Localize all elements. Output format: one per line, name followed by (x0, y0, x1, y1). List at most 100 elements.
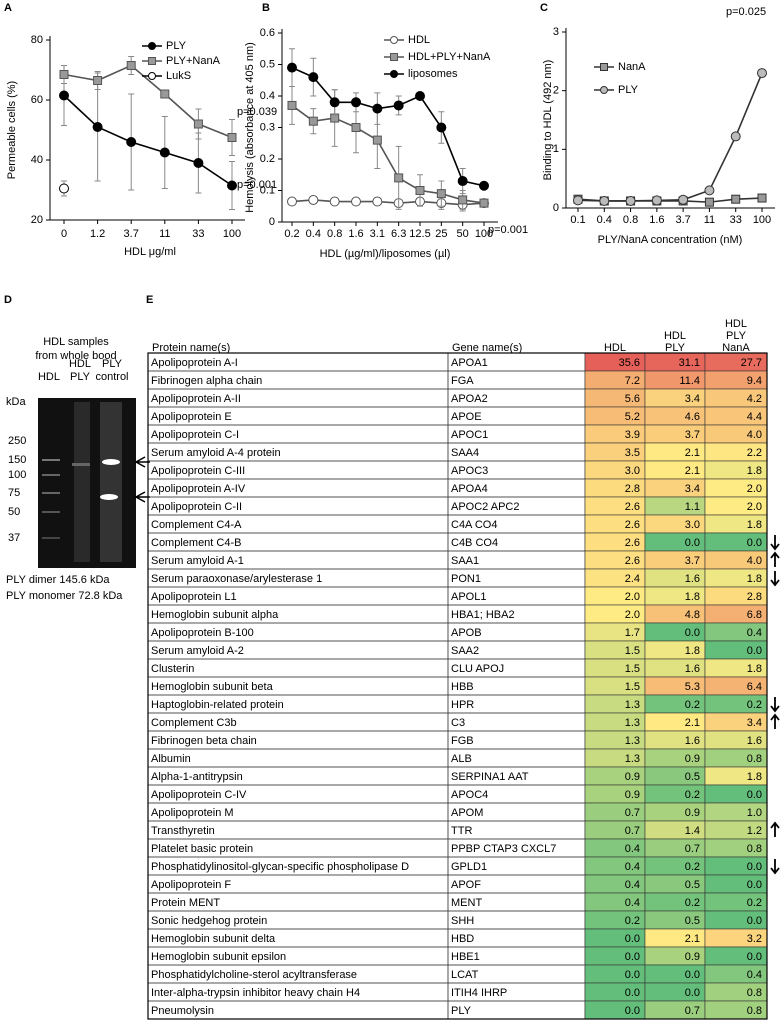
y-axis-label: Hemolysis (absorbance at 405 nm) (244, 42, 256, 213)
marker (394, 173, 404, 183)
cell-value: 4.6 (685, 411, 700, 423)
cell-value: 5.3 (685, 681, 700, 693)
cell-value: 0.0 (747, 951, 762, 963)
lane-label: PLY (102, 358, 123, 370)
x-tick-label: 0.8 (327, 228, 342, 240)
gel-band (42, 474, 60, 476)
cell-value: 0.0 (625, 987, 640, 999)
y-tick-label: 60 (31, 94, 43, 106)
x-tick-label: 50 (457, 228, 469, 240)
cell-value: 1.6 (685, 663, 700, 675)
cell-text: GPLD1 (451, 861, 487, 873)
cell-value: 4.2 (747, 393, 762, 405)
x-tick-label: 12.5 (409, 228, 430, 240)
cell-value: 3.5 (625, 447, 640, 459)
cell-value: 4.8 (685, 609, 700, 621)
cell-text: Serum amyloid A-2 (151, 645, 244, 657)
marker (600, 86, 608, 94)
cell-text: Fibrinogen alpha chain (151, 375, 262, 387)
cell-value: 1.6 (685, 573, 700, 585)
cell-value: 4.0 (747, 555, 762, 567)
cell-value: 1.8 (685, 591, 700, 603)
cell-text: TTR (451, 825, 472, 837)
cell-value: 0.5 (685, 915, 700, 927)
cell-value: 1.8 (747, 465, 762, 477)
cell-text: Complement C4-A (151, 519, 242, 531)
annotation: p=0.025 (726, 6, 766, 18)
cell-text: Complement C4-B (151, 537, 241, 549)
marker (436, 189, 446, 199)
x-tick-label: 0.4 (597, 214, 612, 226)
annotation: p=0.001 (488, 224, 528, 236)
cell-text: APOA2 (451, 393, 488, 405)
cell-text: Sonic hedgehog protein (151, 915, 267, 927)
cell-value: 0.4 (747, 627, 762, 639)
cell-text: HBD (451, 933, 474, 945)
lane-label: PLY (70, 371, 91, 383)
cell-value: 0.9 (685, 807, 700, 819)
marker (479, 180, 489, 191)
cell-text: Hemoglobin subunit epsilon (151, 951, 286, 963)
column-header: HDL (604, 342, 626, 354)
cell-value: 1.1 (685, 501, 700, 513)
cell-text: C4A CO4 (451, 519, 497, 531)
x-tick-label: 100 (475, 228, 493, 240)
cell-text: SHH (451, 915, 474, 927)
marker (390, 70, 398, 78)
marker (757, 193, 767, 203)
cell-value: 0.9 (625, 771, 640, 783)
cell-value: 3.0 (625, 465, 640, 477)
y-tick-label: 0.6 (260, 27, 275, 39)
cell-text: Transthyretin (151, 825, 215, 837)
cell-value: 0.7 (625, 825, 640, 837)
panel-letter: D (4, 294, 12, 306)
table-cell (447, 712, 586, 732)
cell-text: Platelet basic protein (151, 843, 253, 855)
x-tick-label: 0.4 (306, 228, 321, 240)
cell-text: APOA1 (451, 357, 488, 369)
cell-text: PLY (451, 1005, 472, 1017)
cell-value: 1.2 (747, 825, 762, 837)
marker (573, 195, 583, 206)
marker (457, 176, 468, 187)
x-tick-label: 1.6 (649, 214, 664, 226)
marker (458, 195, 468, 205)
annotation: p=0.001 (237, 179, 277, 191)
cell-text: APOC1 (451, 429, 488, 441)
y-tick-label: 0.3 (260, 121, 275, 133)
cell-value: 2.0 (625, 609, 640, 621)
cell-value: 2.0 (747, 483, 762, 495)
cell-text: APOB (451, 627, 482, 639)
cell-value: 1.3 (625, 717, 640, 729)
cell-value: 3.4 (685, 483, 700, 495)
marker (126, 61, 136, 70)
cell-value: 0.7 (685, 843, 700, 855)
x-tick-label: 100 (223, 228, 241, 240)
marker (160, 89, 170, 99)
cell-value: 2.0 (625, 591, 640, 603)
cell-text: ITIH4 IHRP (451, 987, 507, 999)
marker (415, 186, 425, 195)
cell-value: 0.0 (685, 987, 700, 999)
cell-value: 0.2 (625, 915, 640, 927)
cell-text: Apolipoprotein L1 (151, 591, 237, 603)
cell-value: 0.2 (685, 699, 700, 711)
cell-text: Apolipoprotein C-III (151, 465, 245, 477)
cell-value: 7.2 (625, 375, 640, 387)
x-tick-label: 33 (730, 214, 742, 226)
change-arrow (770, 859, 780, 875)
cell-value: 3.9 (625, 429, 640, 441)
cell-value: 0.9 (625, 789, 640, 801)
x-tick-label: 0.1 (570, 214, 585, 226)
cell-text: Serum paraoxonase/arylesterase 1 (151, 573, 322, 585)
legend-label: HDL (408, 34, 430, 46)
cell-value: 0.8 (747, 1005, 762, 1017)
cell-value: 0.4 (625, 861, 640, 873)
cell-value: 3.7 (685, 555, 700, 567)
column-header: Gene name(s) (452, 342, 522, 354)
marker (193, 119, 203, 129)
gel-lane (100, 402, 122, 562)
cell-text: MENT (451, 897, 482, 909)
change-arrow (770, 571, 780, 587)
